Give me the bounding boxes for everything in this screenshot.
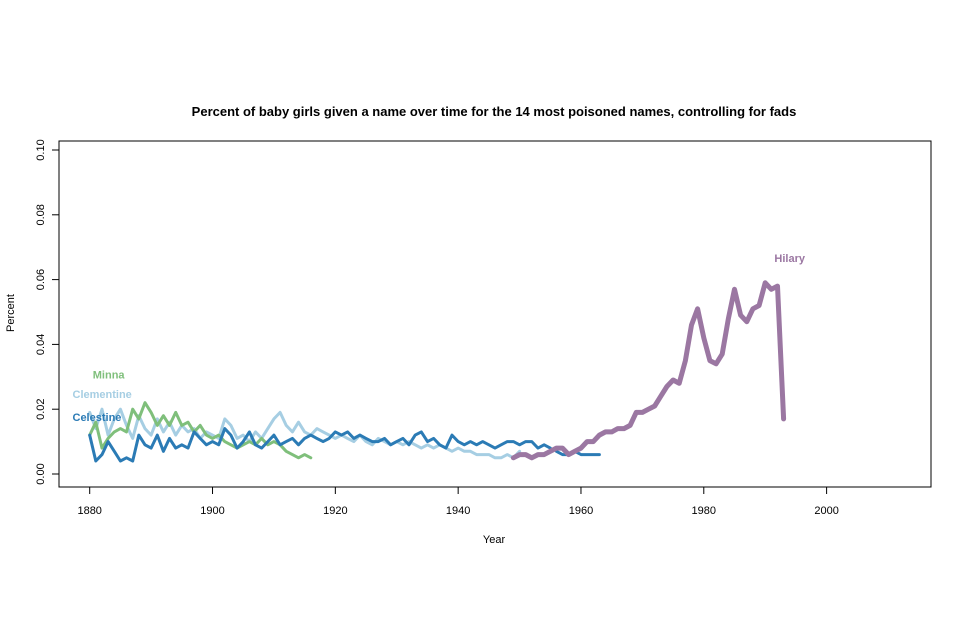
x-tick-label: 1880 <box>77 505 101 517</box>
y-tick-label: 0.02 <box>35 398 47 419</box>
x-axis: 1880 1900 1920 1940 1960 1980 2000 <box>77 486 839 517</box>
y-axis: 0.00 0.02 0.04 0.06 0.08 0.10 <box>35 139 60 485</box>
series-label-celestine: Celestine <box>73 412 122 424</box>
x-tick-label: 1900 <box>200 505 224 517</box>
y-tick-label: 0.04 <box>35 334 47 355</box>
y-tick-label: 0.06 <box>35 269 47 290</box>
series-line-celestine <box>554 449 601 457</box>
y-tick-label: 0.10 <box>35 139 47 160</box>
series-group <box>88 280 787 463</box>
series-line-celestine <box>88 427 552 463</box>
plot-frame <box>58 140 932 488</box>
y-tick-label: 0.00 <box>35 463 47 484</box>
annotation-group: Minna Clementine Celestine Hilary <box>73 253 806 424</box>
series-line-hilary <box>510 280 787 461</box>
series-label-clementine: Clementine <box>73 389 132 401</box>
chart-title: Percent of baby girls given a name over … <box>192 104 797 119</box>
series-label-hilary: Hilary <box>774 253 805 265</box>
y-axis-label: Percent <box>5 294 17 332</box>
x-axis-label: Year <box>483 534 506 546</box>
series-label-minna: Minna <box>93 369 126 381</box>
x-tick-label: 1960 <box>569 505 593 517</box>
x-tick-label: 2000 <box>814 505 838 517</box>
x-tick-label: 1940 <box>446 505 470 517</box>
series-line-minna <box>88 401 313 460</box>
x-tick-label: 1980 <box>692 505 716 517</box>
y-tick-label: 0.08 <box>35 204 47 225</box>
x-tick-label: 1920 <box>323 505 347 517</box>
series-line-clementine <box>88 407 522 460</box>
